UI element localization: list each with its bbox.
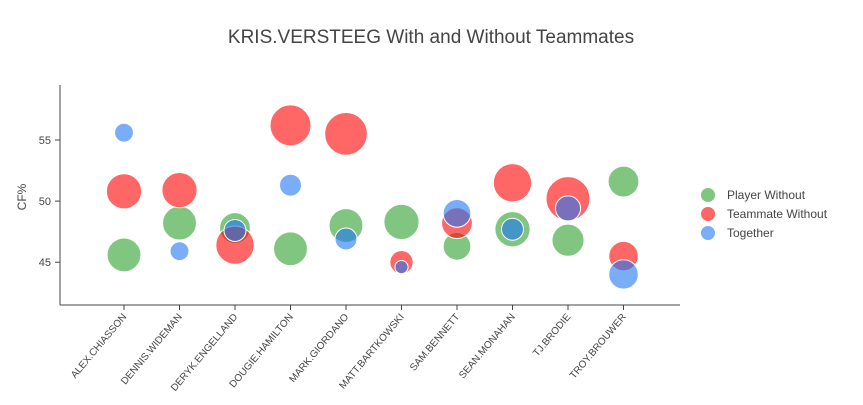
y-tick-label: 50 — [39, 196, 51, 208]
legend: Player Without Teammate Without Together — [700, 187, 828, 241]
bubble-together[interactable] — [279, 173, 302, 197]
x-tick-label: TJ.BRODIE — [531, 312, 573, 359]
bubble-teammate-without[interactable] — [105, 173, 143, 210]
bubble-together[interactable] — [334, 227, 358, 251]
bubble-together[interactable] — [114, 122, 134, 143]
legend-marker[interactable] — [700, 225, 716, 241]
legend-label[interactable]: Teammate Without — [727, 207, 828, 221]
legend-label[interactable]: Together — [727, 226, 774, 240]
x-tick-label: ALEX.CHIASSON — [69, 312, 129, 381]
legend-marker[interactable] — [700, 187, 716, 203]
x-tick-label: SAM.BENNETT — [408, 312, 462, 374]
bubble-player-without[interactable] — [607, 165, 640, 198]
bubble-together[interactable] — [223, 218, 247, 242]
bubble-player-without[interactable] — [551, 223, 585, 257]
bubble-teammate-without[interactable] — [324, 112, 368, 156]
x-tick-label: DENNIS.WIDEMAN — [119, 312, 185, 387]
bubble-together[interactable] — [501, 217, 524, 241]
bubble-teammate-without[interactable] — [161, 172, 198, 209]
y-ticks: 45 50 55 — [39, 135, 60, 269]
y-axis-label: CF% — [15, 183, 29, 210]
y-tick-label: 45 — [39, 257, 51, 269]
bubble-player-without[interactable] — [383, 203, 420, 240]
bubble-together[interactable] — [169, 241, 190, 262]
x-tick-label: SEAN.MONAHAN — [457, 312, 518, 381]
legend-label[interactable]: Player Without — [727, 188, 806, 202]
chart-title: KRIS.VERSTEEG With and Without Teammates — [228, 27, 634, 48]
bubble-teammate-without[interactable] — [492, 163, 533, 203]
bubble-player-without[interactable] — [273, 231, 308, 267]
x-tick-label: MARK.GIORDANO — [288, 312, 352, 385]
bubble-player-without[interactable] — [162, 205, 197, 241]
bubble-together[interactable] — [554, 195, 582, 222]
bubbles — [105, 104, 640, 290]
y-tick-label: 55 — [39, 135, 51, 147]
bubble-together[interactable] — [394, 260, 409, 275]
bubble-player-without[interactable] — [106, 237, 142, 273]
x-ticks: ALEX.CHIASSONDENNIS.WIDEMANDERYK.ENGELLA… — [69, 305, 629, 394]
legend-marker[interactable] — [700, 206, 716, 222]
bubble-teammate-without[interactable] — [269, 104, 312, 147]
x-tick-label: MATT.BARTKOWSKI — [338, 312, 407, 392]
bubble-together[interactable] — [442, 198, 472, 228]
x-tick-label: TROY.BROUWER — [568, 312, 629, 382]
bubble-together[interactable] — [608, 259, 639, 290]
x-tick-label: DOUGIE.HAMILTON — [228, 312, 296, 390]
